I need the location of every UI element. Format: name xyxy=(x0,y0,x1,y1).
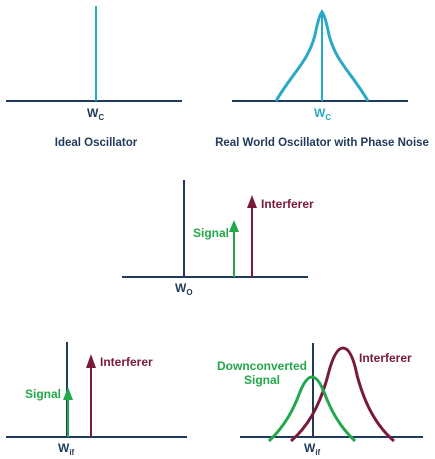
panel-ideal-oscillator: WC Ideal Oscillator xyxy=(6,6,182,149)
signal-arrowhead xyxy=(63,387,73,400)
signal-label: Signal xyxy=(193,226,229,240)
frequency-label: WC xyxy=(87,106,104,122)
downconverted-signal-curve xyxy=(267,375,357,443)
interferer-curve xyxy=(290,346,395,443)
signal-label: Signal xyxy=(25,387,61,401)
downconverted-signal-label-line2: Signal xyxy=(244,373,280,387)
interferer-arrowhead xyxy=(86,354,96,368)
interferer-label: Interferer xyxy=(261,197,314,211)
panel-if-ideal: Signal Interferer Wif xyxy=(6,342,187,457)
panel-if-real: Downconverted Signal Interferer Wif xyxy=(217,343,423,457)
downconverted-signal-label-line1: Downconverted xyxy=(217,359,307,373)
frequency-label: WC xyxy=(314,106,331,122)
caption-ideal: Ideal Oscillator xyxy=(55,137,138,149)
frequency-label: Wif xyxy=(304,441,321,457)
interferer-label: Interferer xyxy=(100,355,153,369)
signal-arrowhead xyxy=(229,220,239,232)
interferer-label: Interferer xyxy=(359,351,412,365)
panel-rf-input: Signal Interferer WO xyxy=(122,180,314,297)
caption-real: Real World Oscillator with Phase Noise xyxy=(215,137,429,149)
frequency-label: Wif xyxy=(58,441,75,457)
frequency-label: WO xyxy=(175,281,193,297)
interferer-arrowhead xyxy=(247,195,257,208)
phase-noise-curve xyxy=(274,9,370,102)
panel-real-oscillator: WC Real World Oscillator with Phase Nois… xyxy=(215,9,429,149)
